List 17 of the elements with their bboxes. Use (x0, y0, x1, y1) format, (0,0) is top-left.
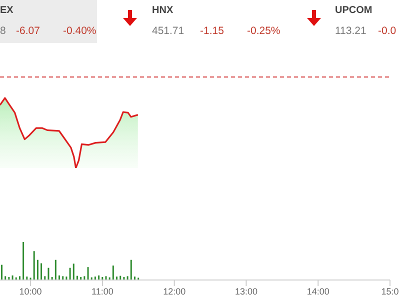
x-tick-label: 14:00 (306, 286, 330, 296)
x-tick-label: 13:00 (234, 286, 258, 296)
text: 451.71 (152, 25, 184, 37)
text: -0.25% (247, 25, 280, 37)
text: UPCOM (335, 5, 372, 16)
text: EX (0, 5, 14, 16)
x-tick-label: 11:00 (92, 286, 114, 296)
x-tick-label: 10:00 (19, 286, 42, 296)
text: -0.40% (63, 25, 96, 37)
x-tick-label: 12:00 (163, 286, 186, 296)
text: 113.21 (335, 25, 366, 37)
text: -1.15 (200, 25, 224, 37)
text: 8 (0, 25, 6, 37)
text: -6.07 (16, 25, 40, 37)
x-tick-label: 15:0 (381, 286, 399, 296)
text: HNX (152, 5, 174, 16)
text: -0.0 (378, 25, 396, 37)
